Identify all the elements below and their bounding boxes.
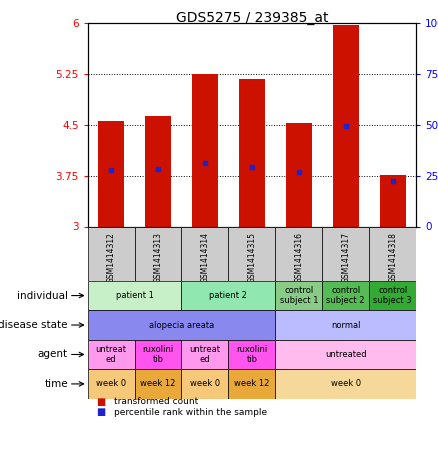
Bar bbox=[228, 340, 276, 369]
Text: GDS5275 / 239385_at: GDS5275 / 239385_at bbox=[176, 11, 328, 25]
Text: GSM1414316: GSM1414316 bbox=[294, 232, 303, 283]
Text: ■: ■ bbox=[96, 397, 106, 407]
Text: week 0: week 0 bbox=[96, 380, 126, 388]
Bar bbox=[276, 226, 322, 281]
Text: untreat
ed: untreat ed bbox=[95, 345, 127, 364]
Text: GSM1414318: GSM1414318 bbox=[388, 232, 397, 283]
Bar bbox=[228, 369, 276, 399]
Bar bbox=[322, 226, 369, 281]
Text: GSM1414317: GSM1414317 bbox=[341, 232, 350, 283]
Bar bbox=[134, 340, 181, 369]
Text: GSM1414313: GSM1414313 bbox=[153, 232, 162, 283]
Bar bbox=[88, 369, 134, 399]
Text: GSM1414314: GSM1414314 bbox=[201, 232, 209, 283]
Bar bbox=[181, 226, 228, 281]
Text: transformed count: transformed count bbox=[114, 397, 198, 406]
Text: untreated: untreated bbox=[325, 350, 367, 359]
Text: agent: agent bbox=[38, 349, 68, 360]
Bar bbox=[322, 281, 369, 310]
Bar bbox=[369, 281, 416, 310]
Text: week 0: week 0 bbox=[190, 380, 220, 388]
Text: ruxolini
tib: ruxolini tib bbox=[142, 345, 173, 364]
Text: GSM1414315: GSM1414315 bbox=[247, 232, 256, 283]
Text: control
subject 3: control subject 3 bbox=[373, 286, 412, 305]
Bar bbox=[181, 369, 228, 399]
Bar bbox=[88, 226, 134, 281]
Text: control
subject 2: control subject 2 bbox=[326, 286, 365, 305]
Text: alopecia areata: alopecia areata bbox=[149, 321, 214, 329]
Text: patient 2: patient 2 bbox=[209, 291, 247, 300]
Bar bbox=[181, 281, 276, 310]
Bar bbox=[228, 226, 276, 281]
Bar bbox=[145, 116, 171, 226]
Text: week 0: week 0 bbox=[331, 380, 361, 388]
Text: week 12: week 12 bbox=[140, 380, 176, 388]
Bar bbox=[276, 310, 416, 340]
Bar bbox=[239, 79, 265, 226]
Bar bbox=[134, 226, 181, 281]
Bar bbox=[286, 123, 312, 226]
Text: ■: ■ bbox=[96, 407, 106, 417]
Bar bbox=[276, 369, 416, 399]
Text: individual: individual bbox=[17, 290, 68, 301]
Bar bbox=[88, 281, 181, 310]
Text: disease state: disease state bbox=[0, 320, 68, 330]
Text: normal: normal bbox=[331, 321, 360, 329]
Text: control
subject 1: control subject 1 bbox=[279, 286, 318, 305]
Text: untreat
ed: untreat ed bbox=[189, 345, 220, 364]
Bar bbox=[98, 121, 124, 226]
Text: GSM1414312: GSM1414312 bbox=[106, 232, 116, 283]
Bar bbox=[88, 310, 276, 340]
Text: time: time bbox=[44, 379, 68, 389]
Text: ruxolini
tib: ruxolini tib bbox=[236, 345, 268, 364]
Text: week 12: week 12 bbox=[234, 380, 269, 388]
Bar bbox=[181, 340, 228, 369]
Bar bbox=[192, 73, 218, 226]
Bar bbox=[369, 226, 416, 281]
Bar bbox=[134, 369, 181, 399]
Text: percentile rank within the sample: percentile rank within the sample bbox=[114, 408, 267, 417]
Bar bbox=[276, 340, 416, 369]
Bar bbox=[276, 281, 322, 310]
Bar bbox=[380, 175, 406, 226]
Text: patient 1: patient 1 bbox=[116, 291, 153, 300]
Bar bbox=[88, 340, 134, 369]
Bar bbox=[333, 25, 359, 226]
